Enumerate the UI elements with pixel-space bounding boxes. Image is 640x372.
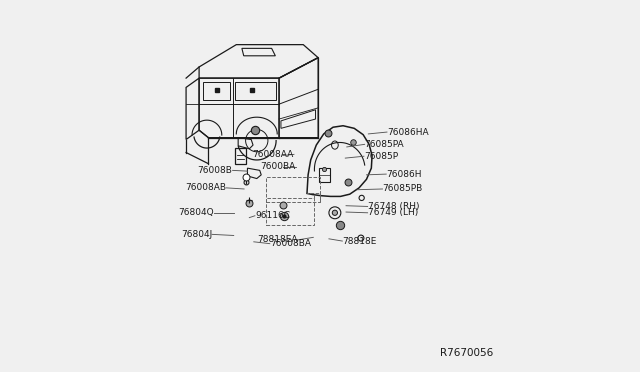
Bar (319, 168, 330, 182)
Circle shape (332, 210, 337, 215)
Text: 76086HA: 76086HA (387, 128, 429, 137)
Text: R7670056: R7670056 (440, 348, 493, 358)
Text: 76085PA: 76085PA (365, 140, 404, 149)
Text: 76749 (LH): 76749 (LH) (367, 208, 418, 217)
Text: 76008B: 76008B (198, 166, 232, 175)
Text: 76804J: 76804J (181, 230, 212, 239)
Text: 96116C: 96116C (255, 211, 290, 220)
Text: 78818EA: 78818EA (257, 235, 298, 244)
Text: 76008AA: 76008AA (253, 150, 294, 159)
Bar (235, 148, 246, 164)
Text: 76085P: 76085P (364, 152, 398, 161)
Text: 76804Q: 76804Q (179, 208, 214, 217)
Text: 76086H: 76086H (386, 170, 422, 179)
Bar (266, 198, 314, 225)
Text: 76008BA: 76008BA (270, 239, 311, 248)
Text: 76008AB: 76008AB (185, 183, 227, 192)
Text: 78818E: 78818E (342, 237, 377, 246)
Text: 7600BA: 7600BA (260, 162, 296, 171)
Text: 76085PB: 76085PB (383, 185, 423, 193)
Bar (266, 177, 320, 202)
Text: 76748 (RH): 76748 (RH) (367, 202, 419, 211)
